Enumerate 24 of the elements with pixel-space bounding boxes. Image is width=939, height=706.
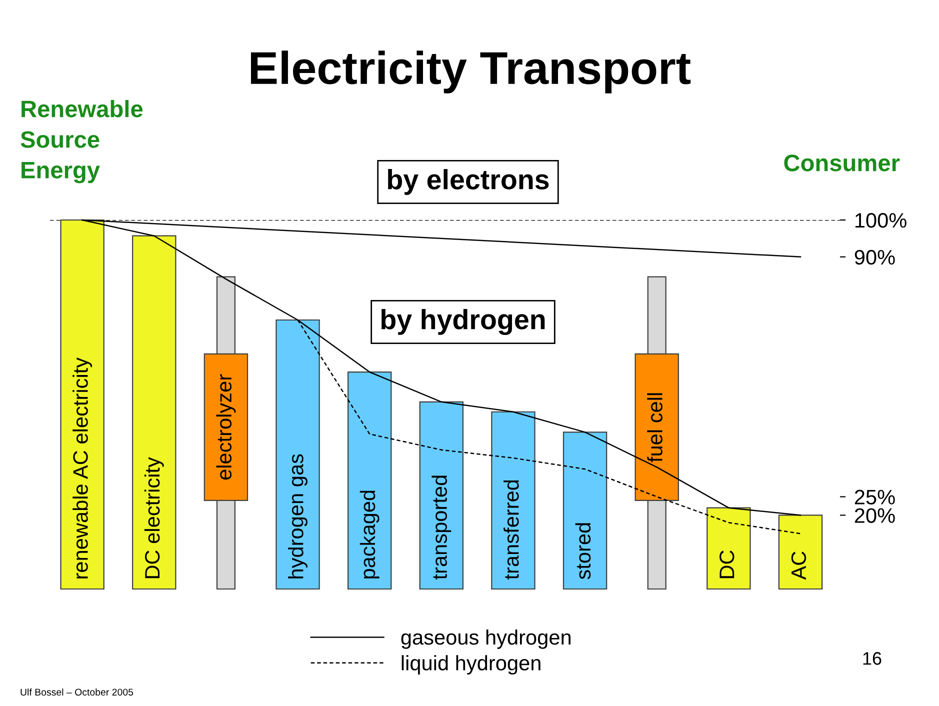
- x-tick-label: hydrogen gas: [288, 454, 308, 578]
- legend-label: gaseous hydrogen: [401, 629, 570, 649]
- legend-label: liquid hydrogen: [402, 655, 540, 675]
- x-tick-label: AC: [791, 552, 806, 580]
- x-tick-label: DC: [720, 550, 734, 578]
- text: Renewable Source Energy: [20, 100, 143, 184]
- y-tick-label: 100%: [855, 213, 906, 228]
- x-tick-label: electrolyzer: [216, 374, 236, 480]
- x-tick-label: packaged: [360, 490, 380, 578]
- y-tick-label: 90%: [854, 250, 895, 265]
- x-tick-label: transported: [432, 476, 452, 580]
- text: Ulf Bossel – October 2005: [20, 688, 134, 696]
- x-tick-label: DC electricity: [144, 457, 164, 578]
- x-tick-label: stored: [575, 523, 591, 580]
- text: Consumer: [784, 154, 900, 172]
- y-tick-label: 20%: [854, 508, 895, 523]
- chart-title: Electricity Transport: [250, 50, 691, 94]
- x-tick-label: fuel cell: [647, 393, 662, 462]
- x-tick-label: renewable AC electricity: [72, 357, 92, 578]
- annotation: by hydrogen: [382, 308, 545, 336]
- text: 16: [863, 652, 882, 665]
- text: by electrons: [388, 169, 549, 195]
- x-tick-label: transferred: [504, 480, 519, 580]
- y-tick-label: 25%: [854, 490, 895, 505]
